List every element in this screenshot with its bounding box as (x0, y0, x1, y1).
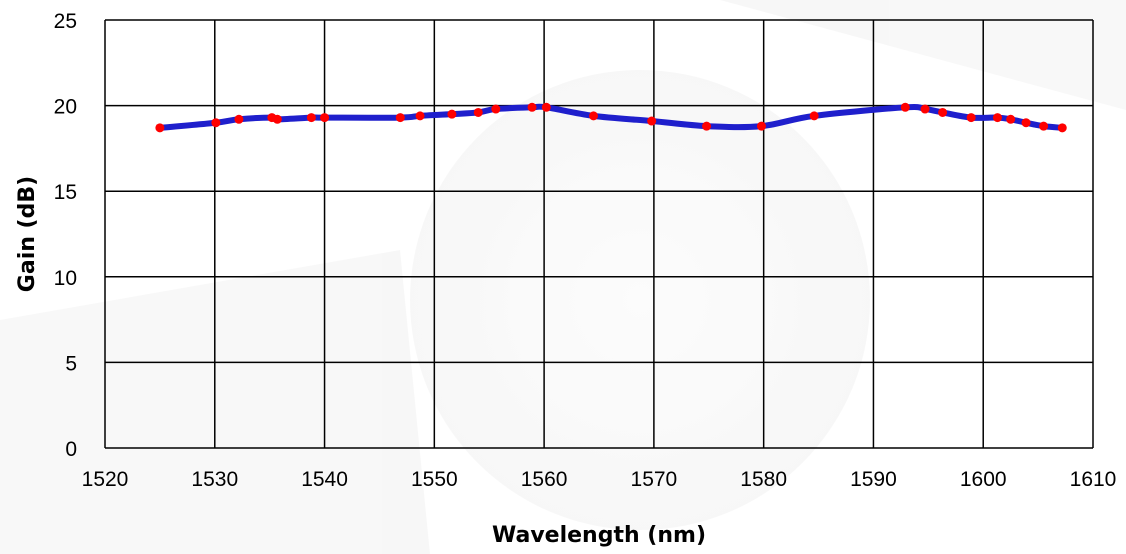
y-tick-label: 10 (54, 267, 77, 290)
data-point (920, 104, 930, 114)
data-point (938, 107, 948, 117)
x-tick-label: 1570 (631, 468, 678, 491)
data-point (155, 123, 165, 133)
data-point (992, 113, 1002, 123)
data-point (589, 111, 599, 121)
series-line (156, 103, 1066, 131)
x-tick-label: 1530 (191, 468, 238, 491)
data-point (1021, 118, 1031, 128)
data-point (1057, 123, 1067, 133)
x-tick-label: 1550 (411, 468, 458, 491)
data-point (1006, 114, 1016, 124)
data-point (541, 102, 551, 112)
data-point (702, 121, 712, 131)
y-tick-label: 5 (65, 352, 77, 375)
data-point (756, 121, 766, 131)
x-tick-label: 1590 (850, 468, 897, 491)
data-point (234, 114, 244, 124)
data-point (320, 113, 330, 123)
x-tick-label: 1560 (521, 468, 568, 491)
x-tick-label: 1580 (740, 468, 787, 491)
data-point (491, 104, 501, 114)
data-point (809, 111, 819, 121)
series-layer (155, 102, 1067, 133)
x-tick-label: 1520 (82, 468, 129, 491)
data-point (211, 118, 221, 128)
data-point (1039, 121, 1049, 131)
y-tick-label: 20 (54, 96, 77, 119)
y-tick-label: 25 (54, 10, 77, 33)
y-axis-title: Gain (dB) (15, 176, 40, 292)
x-tick-label: 1540 (301, 468, 348, 491)
y-tick-label: 0 (65, 438, 77, 461)
y-tick-label: 15 (54, 181, 77, 204)
data-point (966, 113, 976, 123)
data-point (527, 102, 537, 112)
tick-labels: 1520 1530 1540 1550 1560 1570 1580 1590 1600 1610… (54, 10, 1117, 491)
x-tick-label: 1610 (1070, 468, 1117, 491)
data-point (395, 113, 405, 123)
grid (104, 19, 1094, 449)
data-point (647, 116, 657, 126)
data-point (306, 113, 316, 123)
data-point (272, 114, 282, 124)
data-point (415, 111, 425, 121)
x-axis-title: Wavelength (nm) (492, 523, 706, 548)
data-point (473, 107, 483, 117)
data-point (900, 102, 910, 112)
data-point (447, 109, 457, 119)
x-tick-label: 1600 (960, 468, 1007, 491)
